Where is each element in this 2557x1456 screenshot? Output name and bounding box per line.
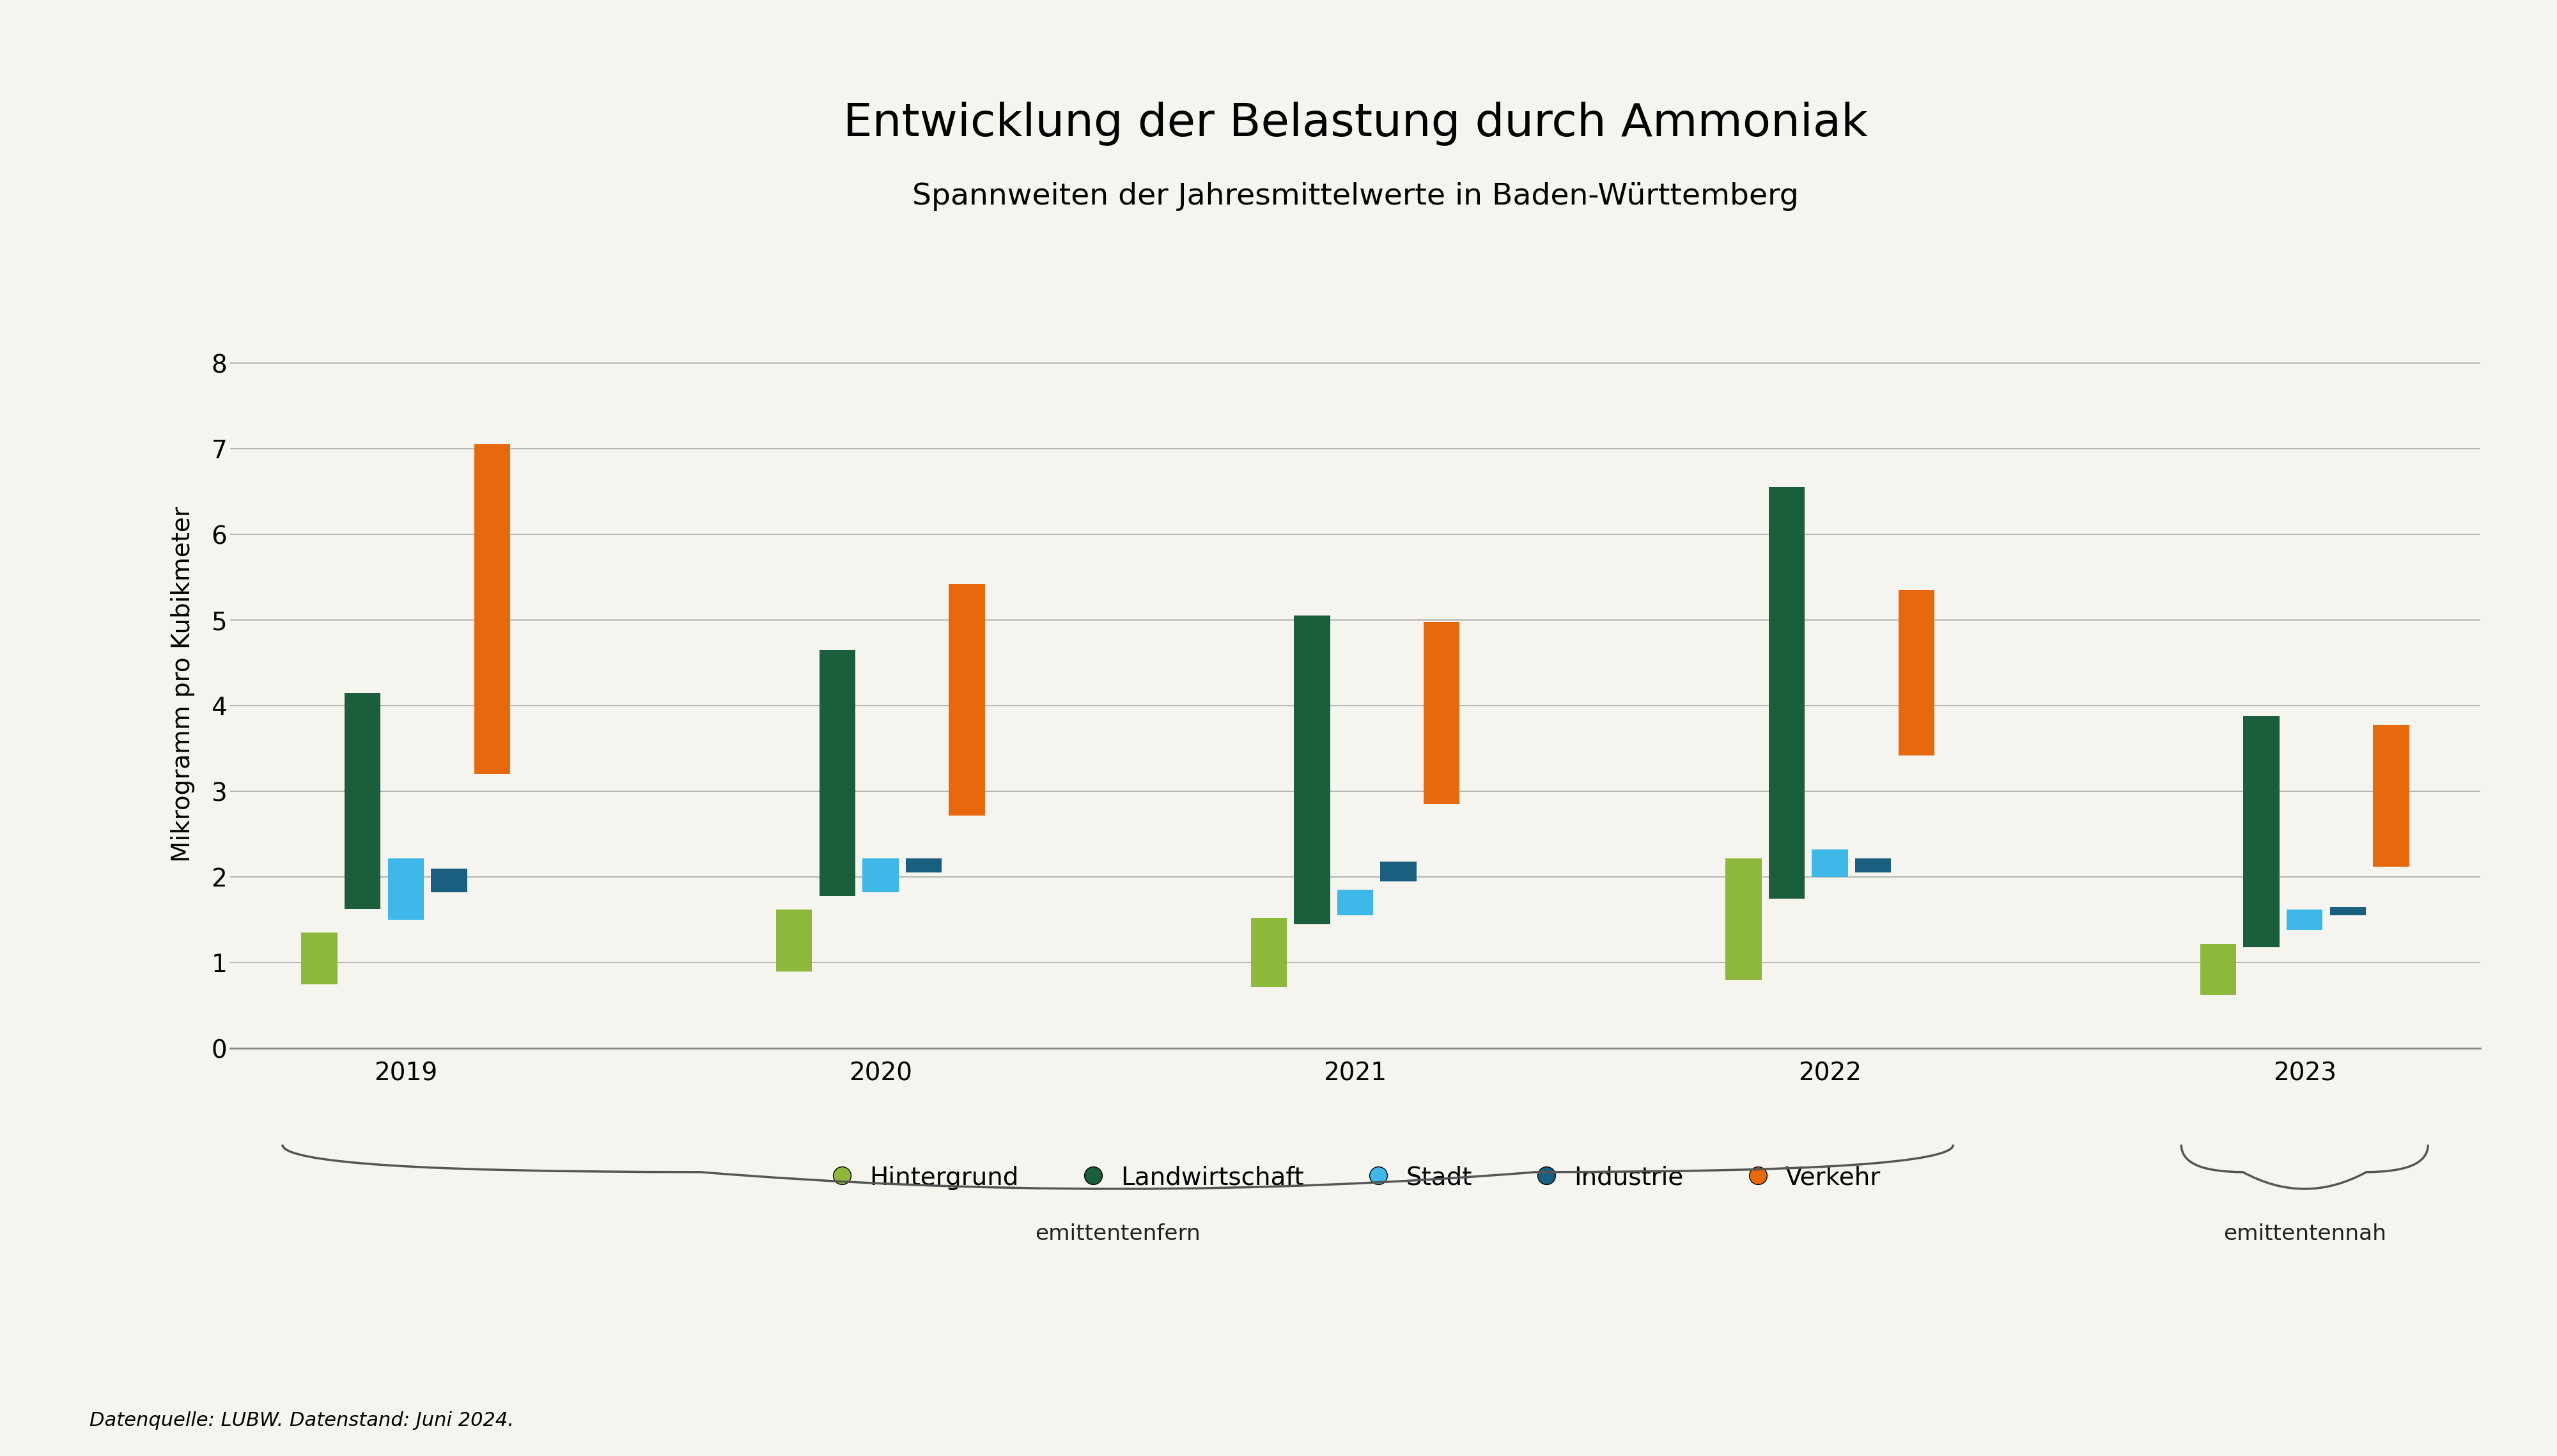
Bar bbox=[1726, 858, 1762, 980]
Bar bbox=[2286, 910, 2322, 930]
Bar bbox=[473, 444, 511, 775]
Bar bbox=[1813, 850, 1849, 877]
Bar bbox=[432, 868, 468, 893]
Text: Datenquelle: LUBW. Datenstand: Juni 2024.: Datenquelle: LUBW. Datenstand: Juni 2024… bbox=[89, 1411, 514, 1430]
Bar bbox=[2199, 943, 2237, 996]
Bar bbox=[777, 910, 813, 971]
Bar bbox=[302, 933, 338, 984]
Bar bbox=[2242, 716, 2278, 948]
Bar bbox=[949, 584, 984, 815]
Y-axis label: Mikrogramm pro Kubikmeter: Mikrogramm pro Kubikmeter bbox=[171, 507, 194, 862]
Text: Entwicklung der Belastung durch Ammoniak: Entwicklung der Belastung durch Ammoniak bbox=[844, 102, 1867, 146]
Text: emittentenfern: emittentenfern bbox=[1036, 1223, 1202, 1245]
Bar bbox=[905, 858, 941, 872]
Bar bbox=[1337, 890, 1373, 916]
Bar bbox=[1854, 858, 1892, 872]
Legend: Hintergrund, Landwirtschaft, Stadt, Industrie, Verkehr: Hintergrund, Landwirtschaft, Stadt, Indu… bbox=[821, 1156, 1890, 1200]
Bar bbox=[862, 858, 898, 893]
Bar bbox=[1769, 488, 1805, 898]
Bar bbox=[1250, 919, 1286, 987]
Text: Spannweiten der Jahresmittelwerte in Baden-Württemberg: Spannweiten der Jahresmittelwerte in Bad… bbox=[913, 182, 1798, 211]
Bar bbox=[2373, 725, 2409, 866]
Bar bbox=[1381, 862, 1417, 881]
Bar bbox=[1294, 616, 1330, 925]
Bar bbox=[2329, 907, 2365, 916]
Bar bbox=[1897, 590, 1933, 756]
Bar bbox=[1424, 622, 1460, 804]
Bar bbox=[818, 649, 857, 895]
Text: emittentennah: emittentennah bbox=[2222, 1223, 2386, 1245]
Bar bbox=[345, 693, 381, 909]
Bar bbox=[389, 858, 424, 920]
